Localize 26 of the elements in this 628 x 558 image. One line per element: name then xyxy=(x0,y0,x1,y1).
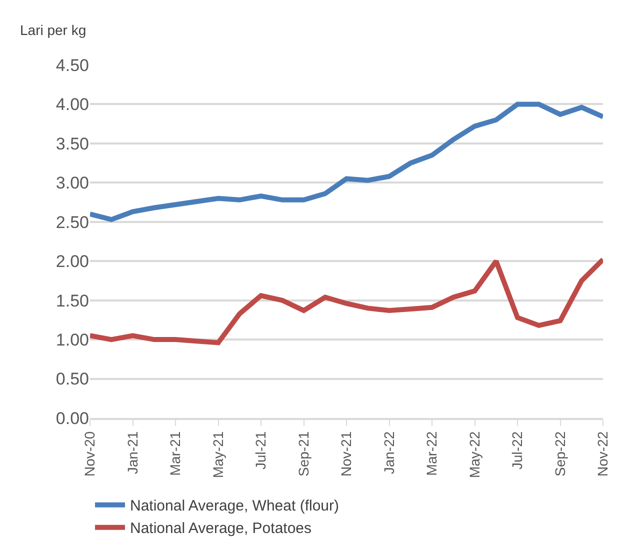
y-tick-label: 2.50 xyxy=(56,212,89,232)
x-tick-label: Sep-21 xyxy=(295,431,312,477)
x-tick-label: Jul-22 xyxy=(509,431,526,470)
x-tick-label: Sep-22 xyxy=(552,431,568,477)
x-tick-label: Nov-21 xyxy=(338,431,354,476)
y-tick-label: 4.00 xyxy=(56,95,89,114)
legend-label: National Average, Potatoes xyxy=(130,520,312,538)
y-tick-label: 0.00 xyxy=(56,408,89,428)
x-tick-label: Jul-21 xyxy=(252,431,269,470)
x-tick-label: Nov-22 xyxy=(594,431,611,476)
y-tick-label: 1.00 xyxy=(56,330,89,350)
y-tick-label: 3.00 xyxy=(56,174,89,193)
x-tick-label: May-22 xyxy=(466,431,482,478)
x-tick-label: Jan-22 xyxy=(380,431,397,474)
legend-label: National Average, Wheat (flour) xyxy=(130,498,339,515)
y-tick-label: 3.50 xyxy=(56,134,89,154)
y-tick-label: 0.50 xyxy=(56,370,89,389)
x-tick-label: Mar-22 xyxy=(424,431,440,476)
y-tick-label: 2.00 xyxy=(56,252,89,272)
x-tick-label: May-21 xyxy=(210,431,226,478)
x-tick-label: Jan-21 xyxy=(124,431,140,474)
x-tick-label: Mar-21 xyxy=(167,431,184,476)
y-tick-label: 4.50 xyxy=(56,56,89,75)
y-axis-title: Lari per kg xyxy=(20,22,86,38)
x-tick-label: Nov-20 xyxy=(82,431,98,476)
y-tick-label: 1.50 xyxy=(56,291,89,310)
